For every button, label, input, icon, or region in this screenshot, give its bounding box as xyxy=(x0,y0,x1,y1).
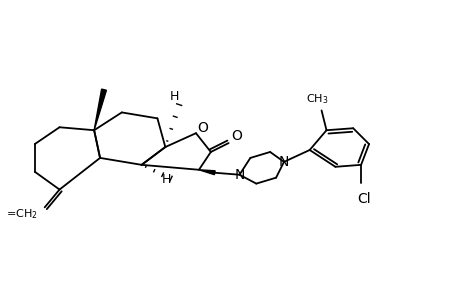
Text: Cl: Cl xyxy=(357,191,370,206)
Text: N: N xyxy=(234,168,244,182)
Text: =CH$_2$: =CH$_2$ xyxy=(6,207,38,221)
Text: H: H xyxy=(162,173,171,186)
Text: O: O xyxy=(230,129,241,143)
Polygon shape xyxy=(199,170,215,175)
Polygon shape xyxy=(94,89,106,130)
Text: H: H xyxy=(169,90,179,103)
Text: O: O xyxy=(197,121,208,135)
Text: CH$_3$: CH$_3$ xyxy=(306,92,328,106)
Text: N: N xyxy=(278,155,289,169)
